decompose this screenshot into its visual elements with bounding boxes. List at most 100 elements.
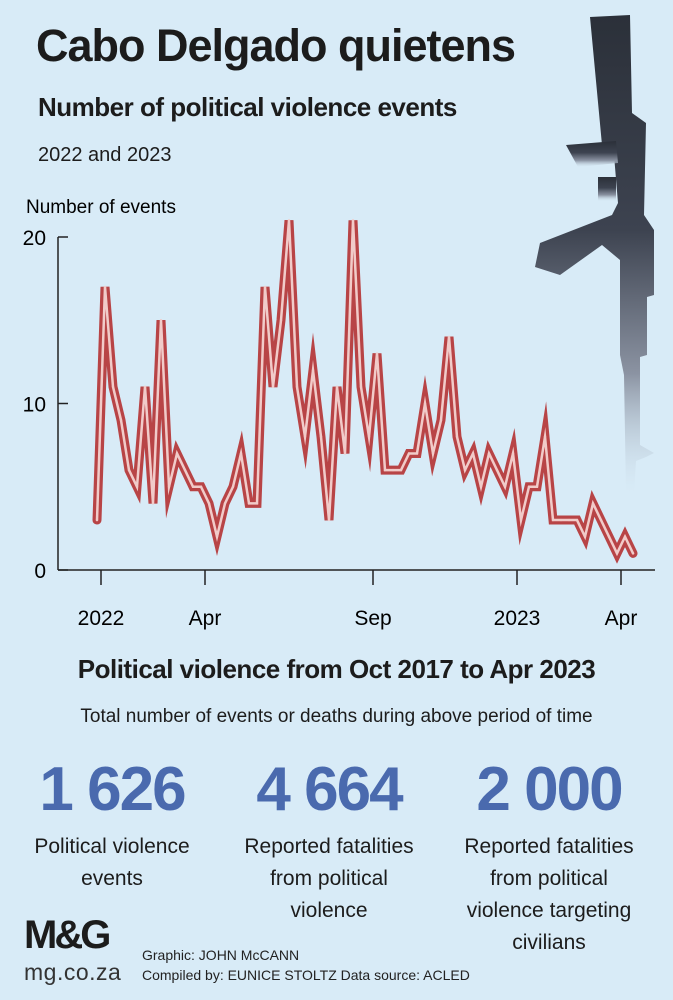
y-tick-label: 10: [23, 394, 46, 417]
stat-label: Reported fatalities: [244, 835, 414, 858]
stat-label: civilians: [512, 931, 586, 954]
chart-subtitle: Number of political violence events: [38, 92, 457, 122]
data-point: [623, 535, 627, 538]
site-url[interactable]: mg.co.za: [24, 959, 122, 985]
data-point: [111, 385, 115, 389]
data-point: [271, 385, 275, 389]
x-tick-label: Apr: [605, 607, 638, 630]
data-point: [375, 352, 379, 355]
stat-value: 4 664: [256, 755, 403, 824]
data-point: [167, 485, 171, 488]
data-point: [191, 485, 195, 488]
compiled-credit: Compiled by: EUNICE STOLTZ Data source: …: [142, 967, 470, 983]
data-point: [207, 502, 211, 505]
data-point: [511, 452, 515, 455]
data-point: [143, 385, 147, 389]
stat-label: events: [81, 867, 143, 890]
x-tick-label: 2023: [494, 607, 541, 630]
data-point: [519, 518, 523, 522]
logo: M&G: [24, 913, 111, 957]
data-point: [471, 452, 475, 455]
data-point: [487, 452, 491, 455]
stat-label: from political: [270, 867, 388, 890]
data-point: [551, 518, 555, 522]
data-point: [583, 535, 587, 538]
stat-label: violence targeting: [466, 899, 632, 922]
data-point: [223, 502, 227, 505]
data-point: [183, 468, 187, 472]
data-point: [279, 319, 283, 322]
rifle-icon: [535, 15, 654, 493]
data-point: [327, 518, 331, 522]
stat-civilian-fatalities: 2 000 Reported fatalities from political…: [449, 748, 649, 960]
data-point: [479, 485, 483, 488]
data-point: [311, 369, 315, 372]
data-point: [503, 485, 507, 488]
data-point: [231, 485, 235, 488]
data-point: [215, 535, 219, 538]
series-line-highlight: [95, 220, 635, 557]
page-title: Cabo Delgado quietens: [36, 20, 516, 71]
data-point: [391, 468, 395, 472]
data-point: [415, 452, 419, 455]
data-point: [383, 468, 387, 472]
graphic-credit: Graphic: JOHN McCANN: [142, 947, 300, 963]
data-point: [631, 552, 635, 555]
x-tick-label: Sep: [354, 607, 391, 630]
data-point: [287, 219, 291, 222]
data-point: [591, 502, 595, 505]
summary-subtitle: Total number of events or deaths during …: [80, 706, 593, 727]
data-point: [343, 452, 347, 455]
x-tick-label: Apr: [189, 607, 222, 630]
data-point: [423, 402, 427, 405]
data-point: [567, 518, 571, 522]
data-point: [263, 285, 267, 289]
data-point: [607, 535, 611, 538]
x-tick-label: 2022: [78, 607, 125, 630]
data-point: [335, 385, 339, 389]
data-point: [95, 518, 99, 522]
data-point: [151, 502, 155, 505]
data-point: [447, 335, 451, 339]
stat-label: violence: [290, 899, 368, 922]
data-point: [199, 485, 203, 488]
summary-title: Political violence from Oct 2017 to Apr …: [77, 654, 596, 684]
events-line-chart: Number of events 0 10 20 2022 Apr Sep 2023 Apr: [23, 197, 655, 630]
data-point: [599, 518, 603, 522]
data-point: [255, 502, 259, 505]
data-point: [303, 435, 307, 438]
data-point: [575, 518, 579, 522]
data-point: [399, 468, 403, 472]
data-point: [559, 518, 563, 522]
stat-label: Reported fatalities: [464, 835, 634, 858]
data-point: [543, 435, 547, 438]
data-point: [615, 552, 619, 555]
stat-fatalities: 4 664 Reported fatalities from political…: [229, 748, 429, 928]
data-point: [439, 418, 443, 422]
stat-value: 1 626: [39, 755, 186, 824]
data-point: [103, 285, 107, 289]
data-point: [359, 385, 363, 389]
data-point: [127, 468, 131, 472]
data-point: [527, 485, 531, 488]
data-point: [175, 452, 179, 455]
data-point: [295, 385, 299, 389]
data-point: [351, 219, 355, 222]
stat-label: from political: [490, 867, 608, 890]
stat-label: Political violence: [34, 835, 190, 858]
y-axis-label: Number of events: [26, 197, 176, 218]
stat-value: 2 000: [476, 755, 623, 824]
data-point: [367, 435, 371, 438]
data-point: [239, 452, 243, 455]
data-point: [455, 435, 459, 438]
y-tick-label: 20: [23, 227, 46, 250]
data-point: [319, 435, 323, 438]
y-tick-label: 0: [34, 560, 46, 583]
chart-period: 2022 and 2023: [38, 144, 172, 166]
data-point: [135, 485, 139, 488]
data-point: [119, 418, 123, 422]
data-point: [535, 485, 539, 488]
stat-events: 1 626 Political violence events: [12, 748, 212, 896]
data-point: [407, 452, 411, 455]
data-point: [463, 468, 467, 472]
